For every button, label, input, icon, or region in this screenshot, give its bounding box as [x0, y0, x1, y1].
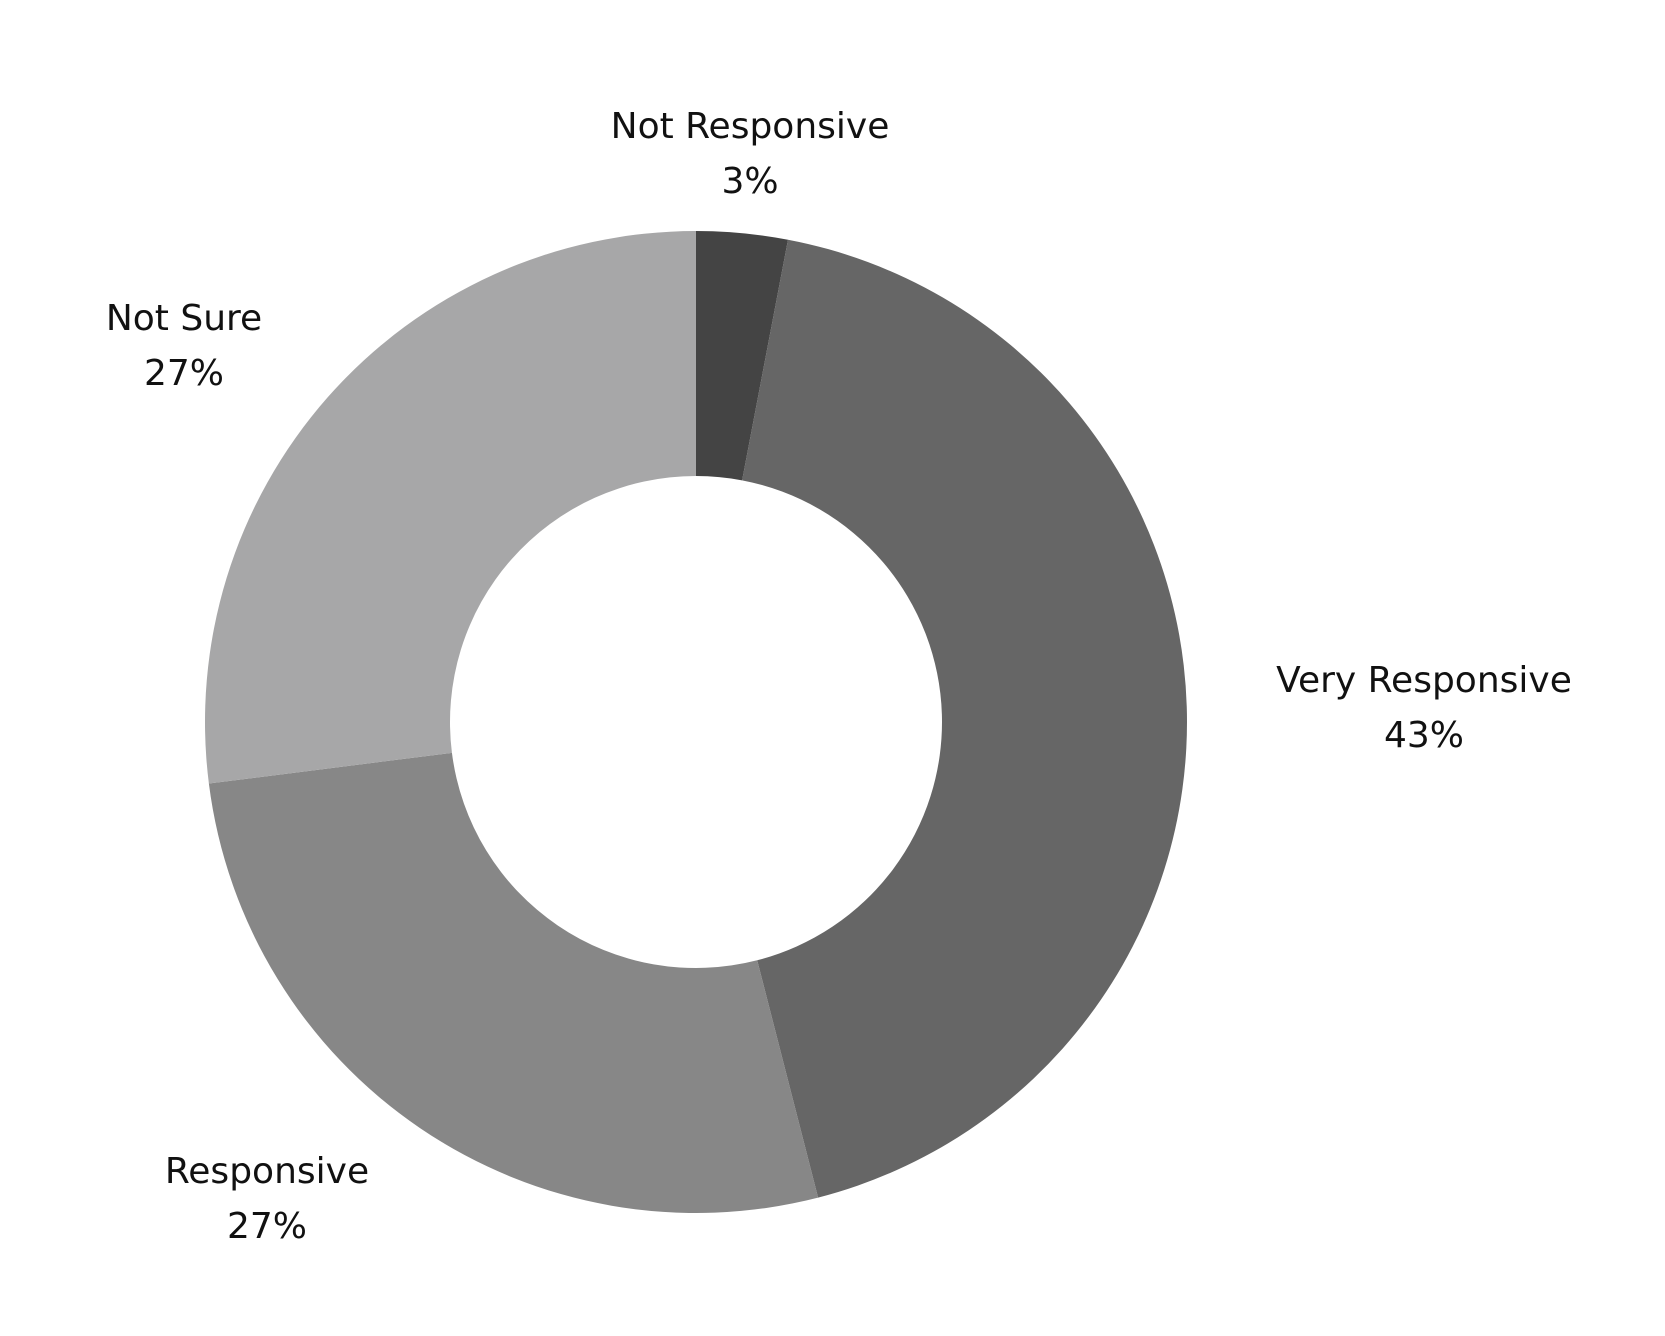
slice-label-not-sure: Not Sure: [106, 298, 262, 339]
donut-slice-not-responsive: [696, 231, 789, 481]
slice-label-not-responsive: Not Responsive: [611, 106, 890, 147]
slice-value-not-responsive: 3%: [721, 161, 778, 202]
slice-value-responsive: 27%: [227, 1206, 307, 1247]
slice-label-responsive: Responsive: [165, 1151, 369, 1192]
donut-slice-very-responsive: [742, 239, 1187, 1198]
chart-labels: Not Responsive 3% Very Responsive 43% Re…: [106, 106, 1572, 1247]
chart-slices: [205, 231, 1187, 1213]
slice-value-not-sure: 27%: [144, 353, 224, 394]
slice-value-very-responsive: 43%: [1384, 715, 1464, 756]
donut-slice-responsive: [208, 752, 819, 1213]
slice-label-very-responsive: Very Responsive: [1276, 660, 1572, 701]
donut-slice-not-sure: [205, 231, 696, 784]
